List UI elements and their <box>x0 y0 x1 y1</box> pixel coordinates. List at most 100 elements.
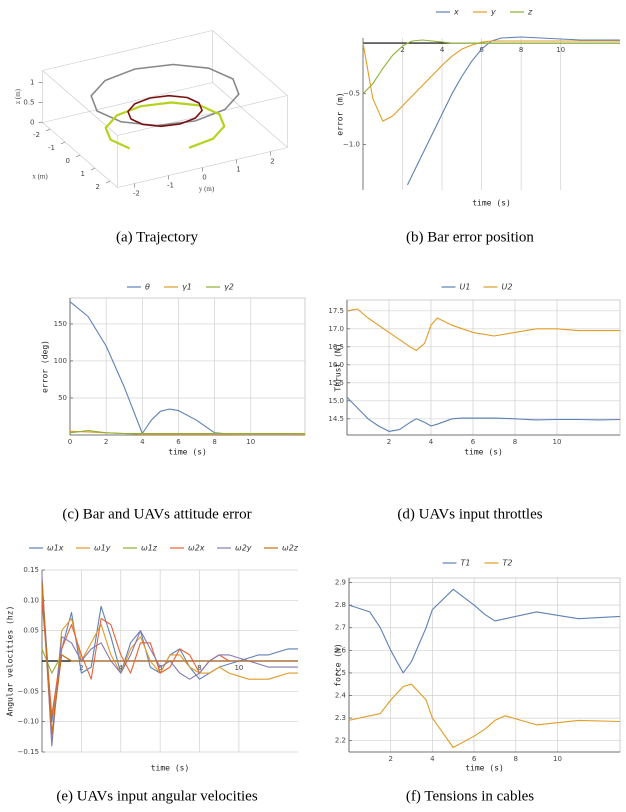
series-line <box>41 588 298 741</box>
legend-label: y <box>490 8 496 17</box>
caption: (d) UAVs input throttles <box>397 506 542 522</box>
y-tick-label: 0.10 <box>23 596 39 604</box>
y-tick-label: 2.7 <box>335 624 346 632</box>
x-tick-label: 10 <box>553 438 562 446</box>
x-tick-label: 2 <box>96 183 100 191</box>
x-tick-label: 10 <box>234 664 243 672</box>
z-axis-label: z (m) <box>14 88 22 104</box>
caption: (b) Bar error position <box>406 229 534 245</box>
y-tick-label: 16.0 <box>328 361 344 369</box>
legend-label: θ <box>145 283 150 292</box>
y-tick-label: 15.0 <box>328 397 344 405</box>
caption: (f) Tensions in cables <box>406 788 534 804</box>
x-tick-label: 4 <box>430 755 435 763</box>
y-tick-label: 100 <box>54 357 67 365</box>
legend-label: U1 <box>460 283 471 292</box>
y-tick-label: -2 <box>133 190 140 198</box>
x-tick-label: 4 <box>429 438 434 446</box>
legend-label: ω2y <box>235 544 252 553</box>
x-axis-label: time (s) <box>168 448 207 457</box>
box-edge <box>42 30 213 71</box>
y-axis-label: y (m) <box>199 185 215 193</box>
series-line <box>69 301 306 436</box>
caption: (a) Trajectory <box>116 229 199 245</box>
series-line <box>69 430 305 435</box>
series-line <box>346 308 620 351</box>
x-tick <box>90 167 96 171</box>
z-tick-label: 0.5 <box>23 99 34 107</box>
z-tick-label: 0 <box>30 119 34 127</box>
x-tick-label: 6 <box>471 438 476 446</box>
x-tick-label: 4 <box>440 46 445 54</box>
box-edge <box>117 95 288 136</box>
x-tick-label: 2 <box>79 664 83 672</box>
y-axis-label: error (deg) <box>41 340 50 393</box>
plot-frame <box>69 297 306 436</box>
z-tick-label: 1 <box>30 79 34 87</box>
legend-label: x <box>453 8 459 17</box>
y-tick-label: 50 <box>58 394 67 402</box>
series-line <box>348 588 621 674</box>
y-axis-label: force (N) <box>334 643 343 686</box>
y-tick-label: 2.6 <box>335 646 347 654</box>
legend-label: ω1x <box>47 544 64 553</box>
legend-label: ω1z <box>141 544 158 553</box>
legend-label: ω1y <box>94 544 111 553</box>
x-tick-label: 8 <box>197 664 201 672</box>
y-tick-label: −0.15 <box>18 748 39 756</box>
y-tick-label: 17.0 <box>328 325 344 333</box>
y-axis-label: error (m) <box>336 92 345 135</box>
y-tick-label: 17.5 <box>328 307 344 315</box>
x-tick <box>75 154 81 158</box>
y-tick-label: 0 <box>202 174 206 182</box>
legend-label: U2 <box>502 283 513 292</box>
plot-frame <box>348 577 621 753</box>
x-tick-label: 10 <box>553 755 562 763</box>
legend-label: ω2x <box>188 544 205 553</box>
x-tick-label: 2 <box>104 438 108 446</box>
y-tick-label: 14.5 <box>328 415 344 423</box>
y-tick-label: −0.10 <box>18 718 39 726</box>
series-line <box>407 36 620 186</box>
x-tick-label: 4 <box>140 438 145 446</box>
x-tick-label: 2 <box>400 46 404 54</box>
legend-label: T1 <box>461 559 471 568</box>
y-tick-label: -1 <box>167 182 174 190</box>
x-tick-label: 6 <box>158 664 163 672</box>
y-tick-label: 1 <box>236 166 240 174</box>
x-tick-label: 6 <box>176 438 181 446</box>
y-tick-label: 2.2 <box>335 737 346 745</box>
box-edge <box>212 82 288 148</box>
series-line <box>346 396 621 432</box>
y-tick-label: 2 <box>270 158 274 166</box>
y-tick-label: 0.05 <box>23 627 39 635</box>
legend-label: ω2z <box>282 544 299 553</box>
y-axis-label: Thrust (N) <box>334 343 343 391</box>
series-line <box>362 40 620 122</box>
box-edge <box>42 70 118 136</box>
legend-label: T2 <box>503 559 513 568</box>
x-axis-label: time (s) <box>472 199 511 208</box>
box-edge <box>212 30 288 96</box>
x-tick-label: 2 <box>388 755 392 763</box>
x-tick-label: 0 <box>68 438 72 446</box>
y-axis-label: Angular velocities (hz) <box>6 606 15 717</box>
x-tick-label: 8 <box>513 438 517 446</box>
x-tick-label: -1 <box>48 144 55 152</box>
x-tick-label: 0 <box>66 157 70 165</box>
y-tick-label: −0.05 <box>18 687 39 695</box>
y-tick-label: 2.4 <box>335 692 347 700</box>
legend-label: γ1 <box>182 283 192 292</box>
x-tick-label: 8 <box>514 755 518 763</box>
x-tick <box>105 180 111 184</box>
x-axis-label: time (s) <box>464 448 503 457</box>
x-tick <box>60 141 66 145</box>
x-tick-label: 8 <box>519 46 523 54</box>
series-line <box>348 683 621 749</box>
y-tick-label: 150 <box>54 320 67 328</box>
x-tick <box>45 128 51 132</box>
plot-frame <box>346 299 621 436</box>
x-axis-label: time (s) <box>151 764 190 773</box>
y-tick-label: 2.9 <box>335 579 346 587</box>
